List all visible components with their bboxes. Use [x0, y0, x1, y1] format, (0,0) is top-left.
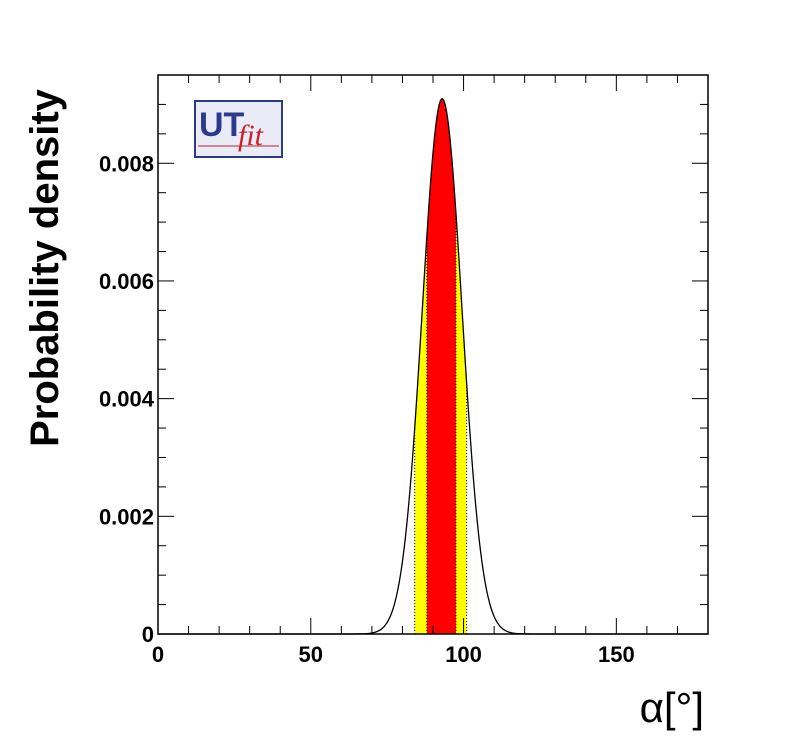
y-axis-tick-labels: 0 0.002 0.004 0.006 0.008	[99, 151, 155, 647]
logo-text-fit: fit	[238, 119, 264, 152]
logo-box	[194, 100, 283, 158]
y-axis-ticks	[158, 103, 708, 635]
band-edges	[414, 212, 468, 634]
x-tick-label: 0	[152, 642, 164, 667]
y-axis-title: Probability density	[23, 88, 67, 447]
y-tick-label: 0.006	[99, 269, 154, 294]
x-axis-title: α[°]	[640, 684, 704, 731]
y-tick-label: 0.002	[99, 504, 154, 529]
x-tick-label: 50	[299, 642, 323, 667]
band-68-region	[426, 98, 456, 635]
y-tick-label: 0.008	[99, 151, 154, 176]
utfit-logo: UT fit	[194, 100, 283, 158]
band-68-area	[426, 98, 456, 635]
y-tick-label: 0.004	[99, 387, 155, 412]
x-tick-label: 150	[598, 642, 635, 667]
y-tick-label: 0	[142, 622, 154, 647]
logo-text-ut: UT	[199, 106, 245, 144]
x-axis-tick-labels: 0 50 100 150	[152, 642, 635, 667]
x-tick-label: 100	[445, 642, 482, 667]
x-axis-ticks	[157, 75, 709, 634]
